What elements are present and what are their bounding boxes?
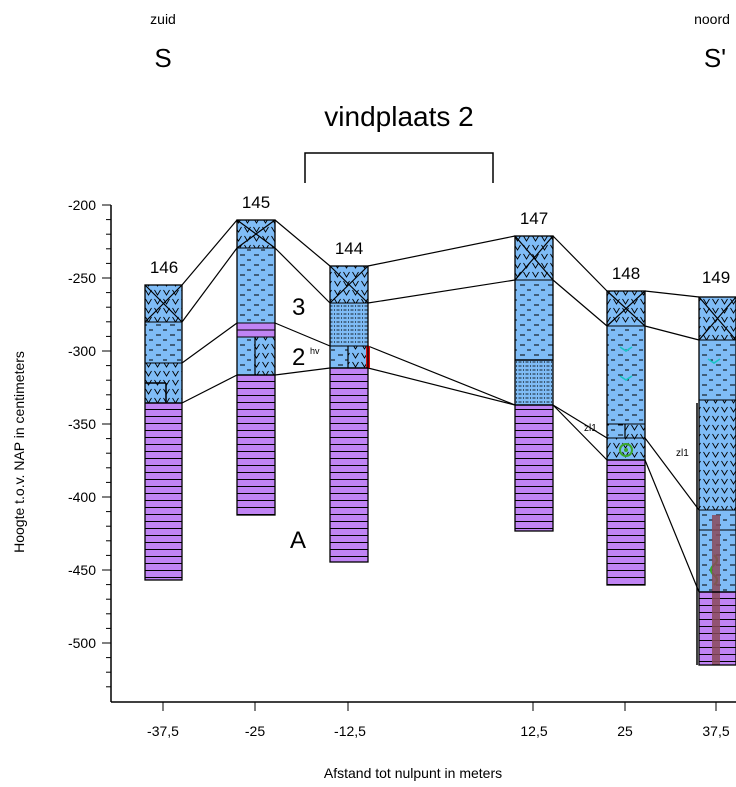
core-label-149: 149 <box>702 268 730 287</box>
core-label-145: 145 <box>242 193 270 212</box>
core-144: 144 <box>329 239 370 563</box>
y-tick-label: -200 <box>68 197 96 213</box>
y-tick-labels: -200 -250 -300 -350 -400 -450 -500 <box>68 197 96 651</box>
core-149: 149 <box>696 268 736 666</box>
core-label-148: 148 <box>612 264 640 283</box>
x-tick-label: 37,5 <box>702 723 729 739</box>
unit-3-label: 3 <box>292 294 305 321</box>
core-146: 146 <box>144 258 183 581</box>
x-tick-label: -25 <box>245 723 265 739</box>
north-label-small: noord <box>694 11 730 27</box>
unit-2-superscript: hv <box>310 346 320 356</box>
y-axis <box>102 204 112 702</box>
y-tick-label: -350 <box>68 416 96 432</box>
y-tick-label: -300 <box>68 343 96 359</box>
site-label: vindplaats 2 <box>324 101 473 132</box>
site-bracket <box>304 152 494 183</box>
core-label-147: 147 <box>520 209 548 228</box>
core-label-146: 146 <box>150 258 178 277</box>
x-axis <box>111 701 736 711</box>
x-tick-label: 25 <box>617 723 633 739</box>
unit-2-label: 2 <box>292 344 305 371</box>
x-tick-label: -12,5 <box>334 723 366 739</box>
x-axis-label: Afstand tot nulpunt in meters <box>324 765 502 781</box>
correlation-lines <box>181 219 700 593</box>
x-tick-labels: -37,5 -25 -12,5 12,5 25 37,5 <box>147 723 730 739</box>
core-label-144: 144 <box>335 239 363 258</box>
south-label-big: S <box>154 43 171 73</box>
y-tick-label: -450 <box>68 562 96 578</box>
x-tick-label: 12,5 <box>520 723 547 739</box>
core-145: 145 <box>236 193 276 516</box>
north-label-big: S' <box>704 43 726 73</box>
core-148: 148 <box>606 264 646 586</box>
y-tick-label: -400 <box>68 489 96 505</box>
y-tick-label: -500 <box>68 635 96 651</box>
core-147: 147 <box>514 209 554 532</box>
zl1-label-149: zl1 <box>676 448 689 459</box>
zl1-label-148: zl1 <box>584 423 597 434</box>
y-axis-label: Hoogte t.o.v. NAP in centimeters <box>11 351 27 553</box>
y-tick-label: -250 <box>68 270 96 286</box>
x-tick-label: -37,5 <box>147 723 179 739</box>
south-label-small: zuid <box>150 11 176 27</box>
unit-a-label: A <box>290 527 306 554</box>
